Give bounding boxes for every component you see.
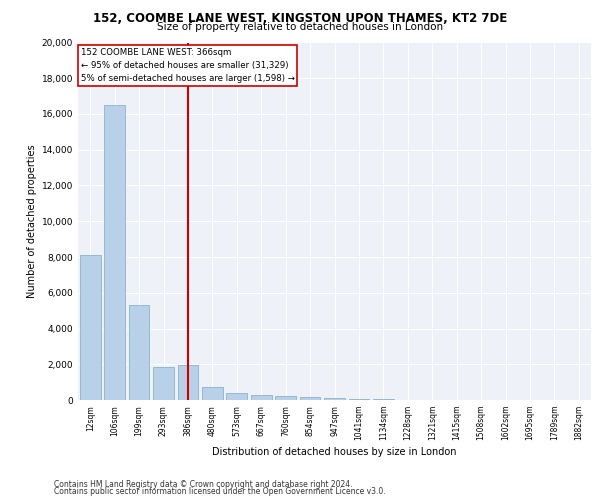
Bar (275, 396, 296, 400)
Text: Size of property relative to detached houses in London: Size of property relative to detached ho… (157, 22, 443, 32)
Text: 152, COOMBE LANE WEST, KINGSTON UPON THAMES, KT2 7DE: 152, COOMBE LANE WEST, KINGSTON UPON THA… (93, 12, 507, 26)
X-axis label: Distribution of detached houses by size in London: Distribution of detached houses by size … (212, 448, 457, 458)
Text: Contains public sector information licensed under the Open Government Licence v3: Contains public sector information licen… (54, 487, 386, 496)
Text: 152 COOMBE LANE WEST: 366sqm
← 95% of detached houses are smaller (31,329)
5% of: 152 COOMBE LANE WEST: 366sqm ← 95% of de… (80, 48, 295, 84)
Bar (251, 395, 272, 400)
Y-axis label: Number of detached properties: Number of detached properties (28, 144, 37, 298)
Bar (104, 105, 125, 400)
Bar (324, 398, 345, 400)
Bar (178, 365, 199, 400)
Bar (128, 306, 149, 400)
Bar (202, 388, 223, 400)
Text: Contains HM Land Registry data © Crown copyright and database right 2024.: Contains HM Land Registry data © Crown c… (54, 480, 353, 489)
Bar (299, 398, 320, 400)
Bar (226, 393, 247, 400)
Bar (80, 255, 101, 400)
Bar (349, 399, 370, 400)
Bar (153, 367, 174, 400)
